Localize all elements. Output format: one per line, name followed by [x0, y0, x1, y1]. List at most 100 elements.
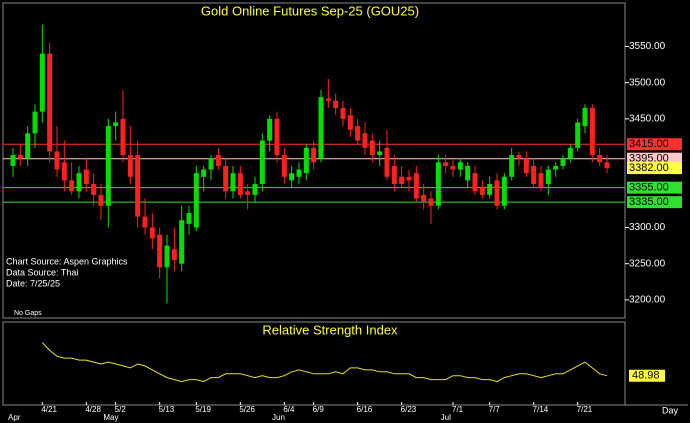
candle-body	[560, 158, 566, 166]
level-label-box	[627, 152, 682, 165]
candle-body	[267, 118, 273, 141]
candle-body	[369, 140, 375, 156]
candle-body	[575, 122, 581, 148]
candle-body	[355, 126, 361, 141]
candle-body	[472, 173, 478, 192]
candle-body	[362, 133, 368, 148]
candle-body	[553, 165, 559, 170]
candle-body	[142, 216, 148, 228]
candle-body	[281, 155, 287, 177]
candle-body	[259, 140, 265, 185]
candle-body	[523, 158, 529, 174]
candle-body	[201, 169, 207, 177]
candle-body	[582, 108, 588, 127]
note: Data Source: Thai	[6, 267, 78, 277]
level-label-box	[627, 138, 682, 151]
x-tick-label: 4/21	[41, 405, 57, 414]
candle-body	[545, 169, 551, 185]
x-tick-label: 7/1	[452, 405, 464, 414]
candle-body	[69, 180, 75, 192]
candle-body	[509, 155, 515, 177]
candle-body	[333, 100, 339, 108]
note: Date: 7/25/25	[6, 278, 60, 288]
candle-body	[538, 173, 544, 188]
y-tick-label: 3500.00	[629, 77, 666, 88]
rsi-line	[41, 342, 608, 383]
candle-body	[215, 155, 221, 166]
level-label: 3335.00	[629, 196, 669, 208]
candle-body	[91, 184, 97, 195]
candle-body	[516, 155, 522, 159]
candle-body	[17, 155, 23, 159]
candle-body	[47, 53, 53, 152]
x-tick-label: 7/21	[577, 405, 593, 414]
x-unit-label: Day	[662, 405, 679, 415]
last-price-box	[627, 162, 682, 175]
x-tick-label: 5/26	[239, 405, 255, 414]
candle-body	[413, 173, 419, 199]
candle-body	[303, 147, 309, 174]
candle-body	[311, 147, 317, 163]
x-tick-label: 5/13	[159, 405, 175, 414]
candle-body	[347, 115, 353, 130]
rsi-value-box	[629, 369, 665, 382]
candle-body	[54, 151, 60, 170]
rsi-title: Relative Strength Index	[262, 322, 398, 337]
level-label: 3395.00	[629, 153, 669, 165]
level-label-box	[627, 181, 682, 194]
x-tick-label: 7/7	[489, 405, 501, 414]
candle-body	[399, 176, 405, 185]
candle-body	[237, 173, 243, 195]
candle-body	[25, 133, 31, 159]
candle-body	[76, 173, 82, 192]
candle-body	[428, 198, 434, 206]
x-tick-label: 6/9	[313, 405, 325, 414]
candle-body	[83, 169, 89, 185]
candle-body	[450, 165, 456, 170]
month-label: Jul	[441, 413, 451, 422]
price-panel	[2, 2, 626, 319]
candle-body	[32, 111, 38, 134]
candle-body	[120, 118, 126, 156]
candle-body	[487, 184, 493, 195]
candle-body	[589, 108, 595, 156]
candle-body	[113, 122, 119, 127]
candle-body	[61, 162, 67, 181]
y-tick-label: 3450.00	[629, 114, 666, 125]
note: Chart Source: Aspen Graphics	[6, 256, 128, 266]
candle-body	[149, 227, 155, 239]
candle-body	[435, 162, 441, 206]
y-tick-label: 3250.00	[629, 258, 666, 269]
candle-body	[127, 155, 133, 177]
candle-body	[223, 165, 229, 192]
candle-body	[384, 147, 390, 177]
candle-body	[171, 249, 177, 261]
y-tick-label: 3300.00	[629, 222, 666, 233]
candle-body	[98, 194, 104, 206]
candle-body	[406, 176, 412, 181]
candle-body	[340, 108, 346, 119]
candle-body	[245, 191, 251, 195]
candle-body	[531, 165, 537, 185]
month-label: May	[103, 413, 118, 422]
candle-body	[567, 147, 573, 159]
x-tick-label: 6/23	[401, 405, 417, 414]
candle-body	[135, 155, 141, 217]
candle-body	[10, 155, 16, 166]
rsi-value-label: 48.98	[632, 370, 660, 382]
level-label: 3415.00	[629, 138, 669, 150]
candle-body	[479, 187, 485, 195]
y-tick-label: 3550.00	[629, 41, 666, 52]
candle-body	[39, 53, 45, 112]
candle-body	[193, 173, 199, 228]
month-label: Jun	[272, 413, 285, 422]
month-label: Apr	[8, 413, 21, 422]
last-price-label: 3382.00	[629, 162, 669, 174]
chart-title: Gold Online Futures Sep-25 (GOU25)	[201, 3, 419, 18]
candle-body	[252, 184, 258, 195]
candle-body	[465, 165, 471, 181]
x-tick-label: 6/16	[357, 405, 373, 414]
candle-body	[105, 126, 111, 206]
candle-body	[230, 173, 236, 192]
candle-body	[377, 151, 383, 156]
